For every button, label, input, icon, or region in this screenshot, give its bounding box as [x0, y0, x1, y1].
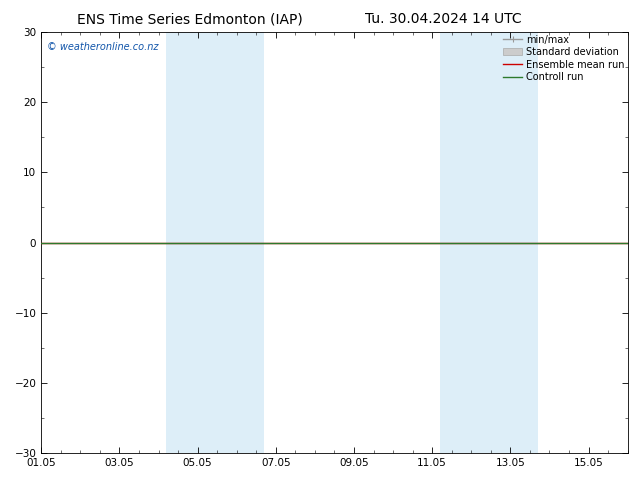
- Bar: [440, 32, 538, 453]
- Text: © weatheronline.co.nz: © weatheronline.co.nz: [47, 43, 158, 52]
- Text: ENS Time Series Edmonton (IAP): ENS Time Series Edmonton (IAP): [77, 12, 303, 26]
- Text: Tu. 30.04.2024 14 UTC: Tu. 30.04.2024 14 UTC: [365, 12, 522, 26]
- Bar: [166, 32, 264, 453]
- Legend: min/max, Standard deviation, Ensemble mean run, Controll run: min/max, Standard deviation, Ensemble me…: [503, 35, 624, 82]
